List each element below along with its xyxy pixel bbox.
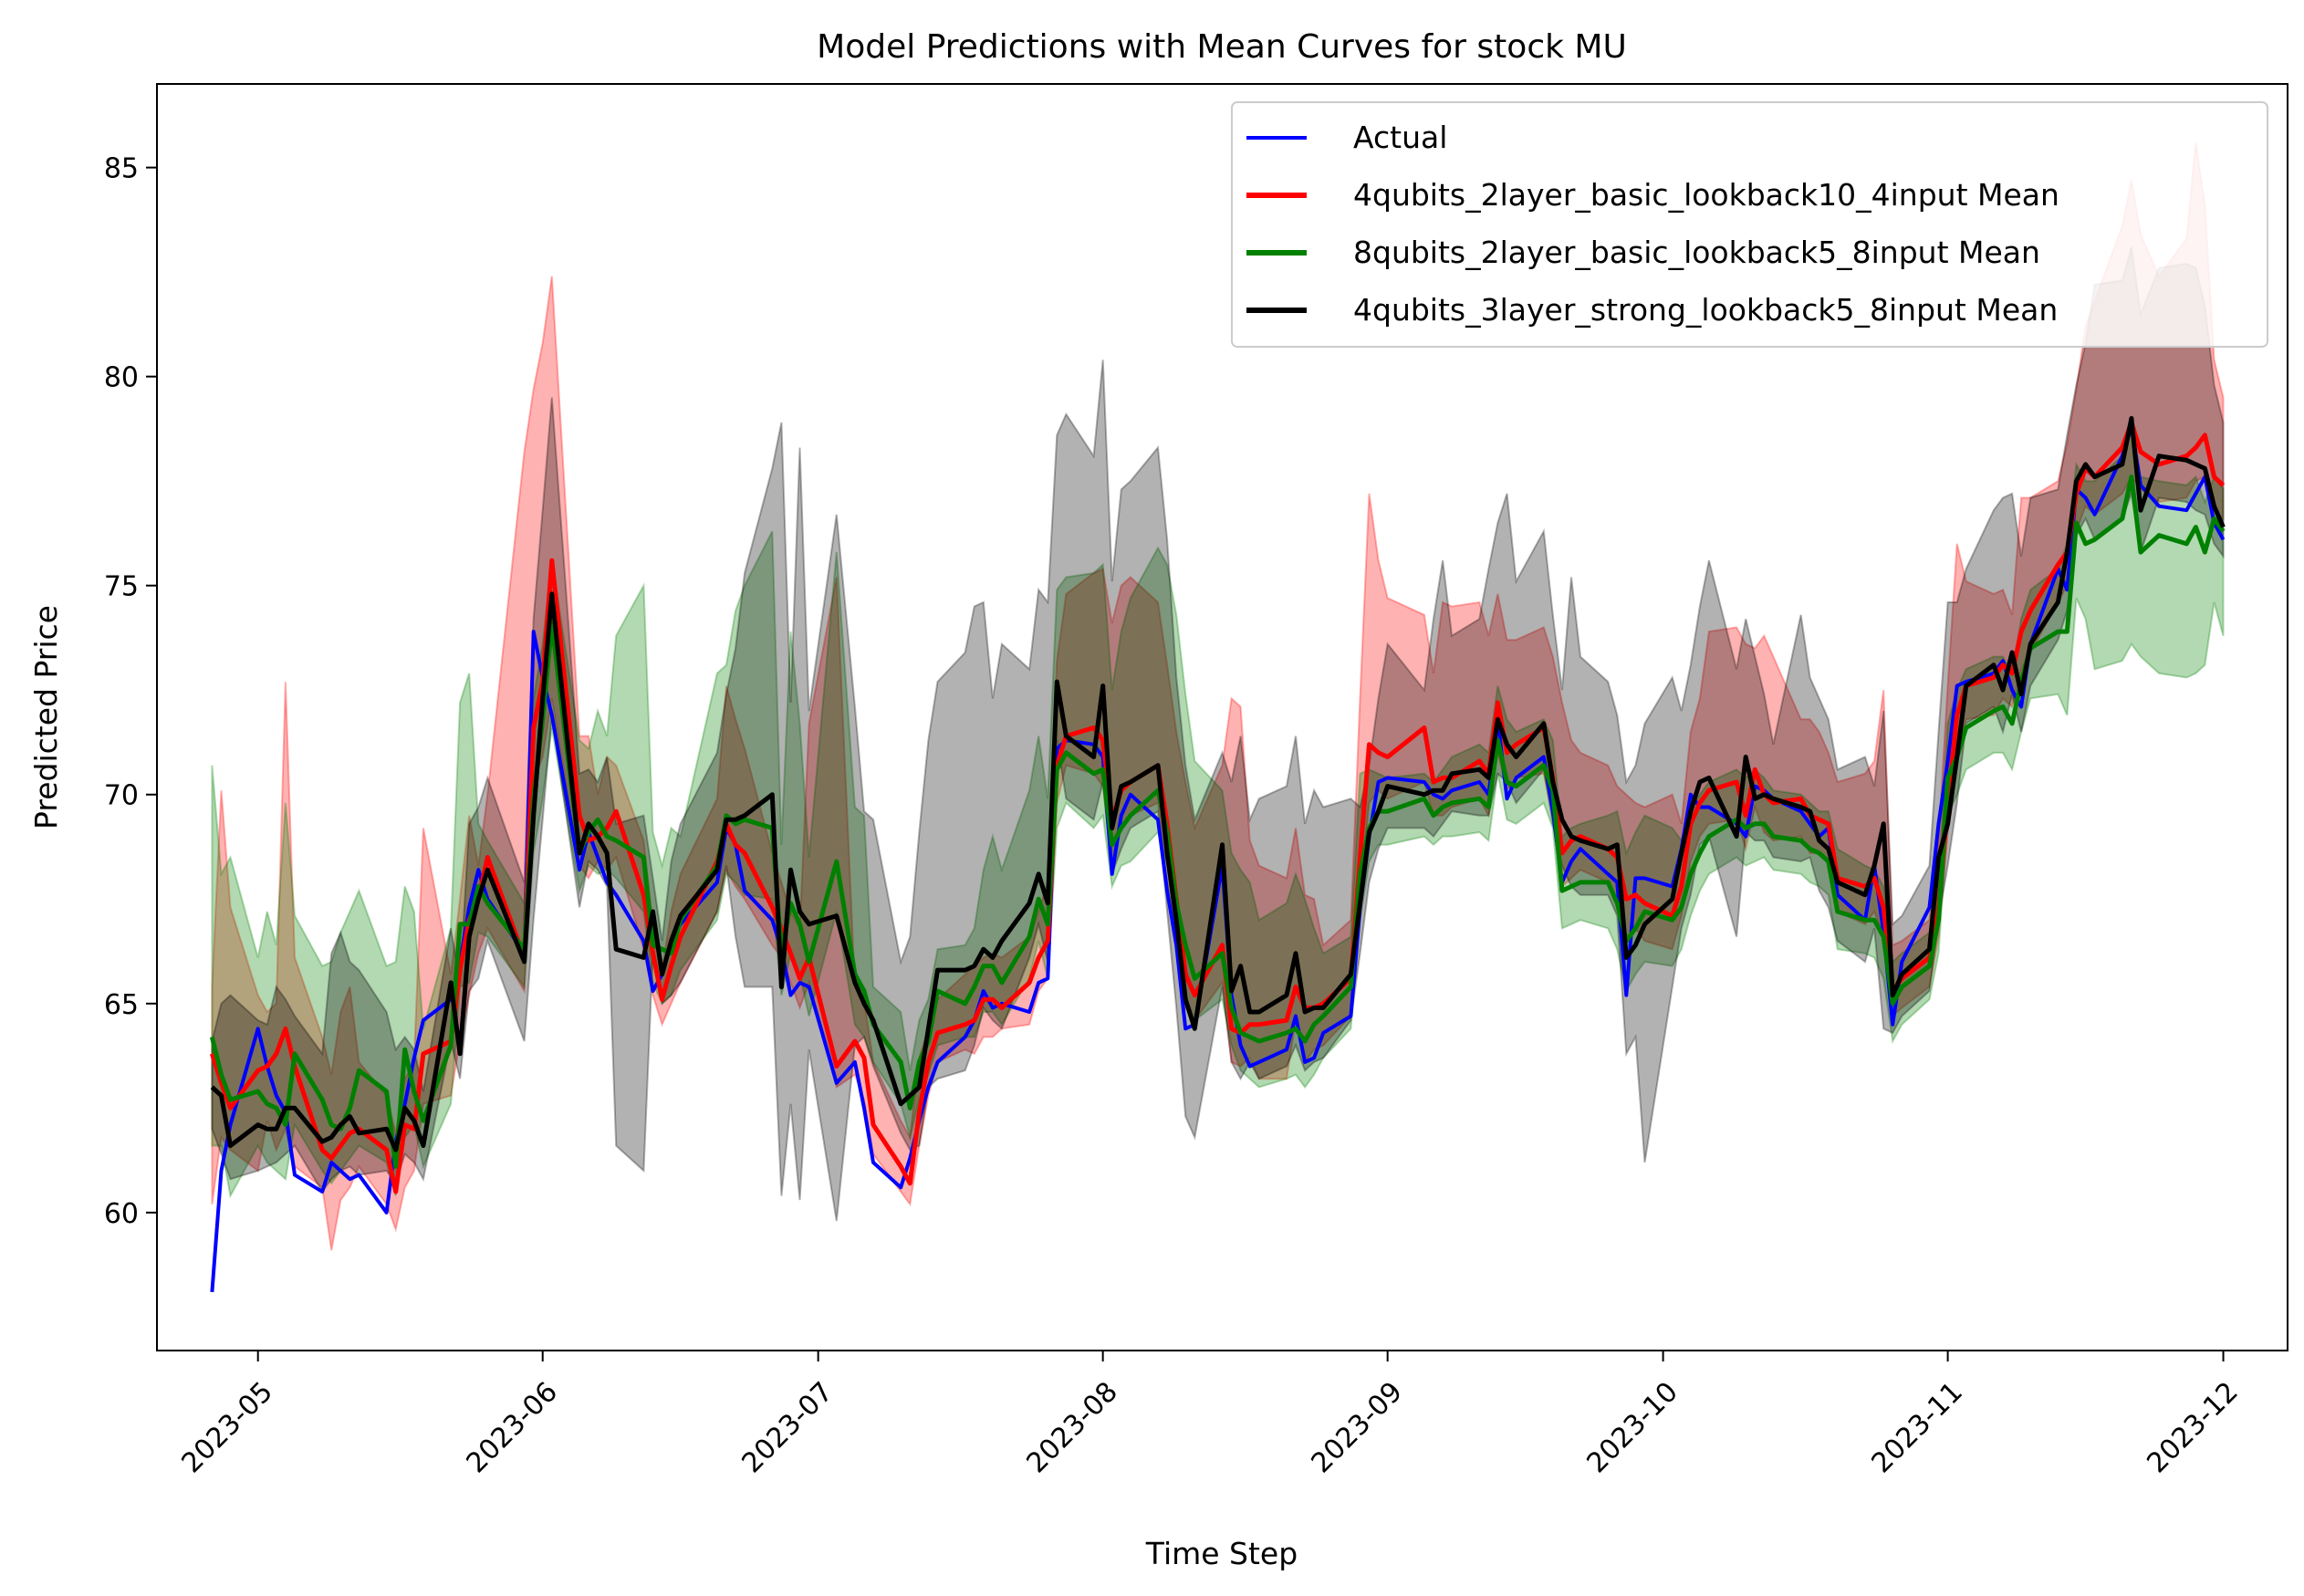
legend-entry: Actual <box>1353 120 1447 155</box>
legend-entry: 8qubits_2layer_basic_lookback5_8input Me… <box>1353 235 2040 270</box>
y-tick-label: 80 <box>104 362 139 394</box>
legend-entry: 4qubits_2layer_basic_lookback10_4input M… <box>1353 177 2059 213</box>
y-axis: 60 65 70 75 80 85 <box>104 153 157 1230</box>
y-tick-label: 65 <box>104 989 139 1021</box>
y-tick-label: 60 <box>104 1198 139 1230</box>
y-axis-label: Predicted Price <box>28 605 64 829</box>
legend-box <box>1231 101 2268 348</box>
chart-title: Model Predictions with Mean Curves for s… <box>817 28 1627 66</box>
legend-entry: 4qubits_3layer_strong_lookback5_8input M… <box>1353 292 2058 328</box>
y-tick-label: 75 <box>104 571 139 603</box>
series-lines <box>209 416 2226 1293</box>
legend: Actual 4qubits_2layer_basic_lookback10_4i… <box>1231 101 2268 348</box>
x-axis-label: Time Step <box>1145 1536 1298 1571</box>
line-4qubits-3layer-strong-lookback5-8input-mean <box>210 416 2226 1153</box>
y-tick-label: 85 <box>104 153 139 185</box>
plot-area <box>156 83 2288 1351</box>
band-4qubits-2layer-basic-lookback10-4input-mean <box>211 141 2225 1251</box>
y-tick-label: 70 <box>104 780 139 812</box>
